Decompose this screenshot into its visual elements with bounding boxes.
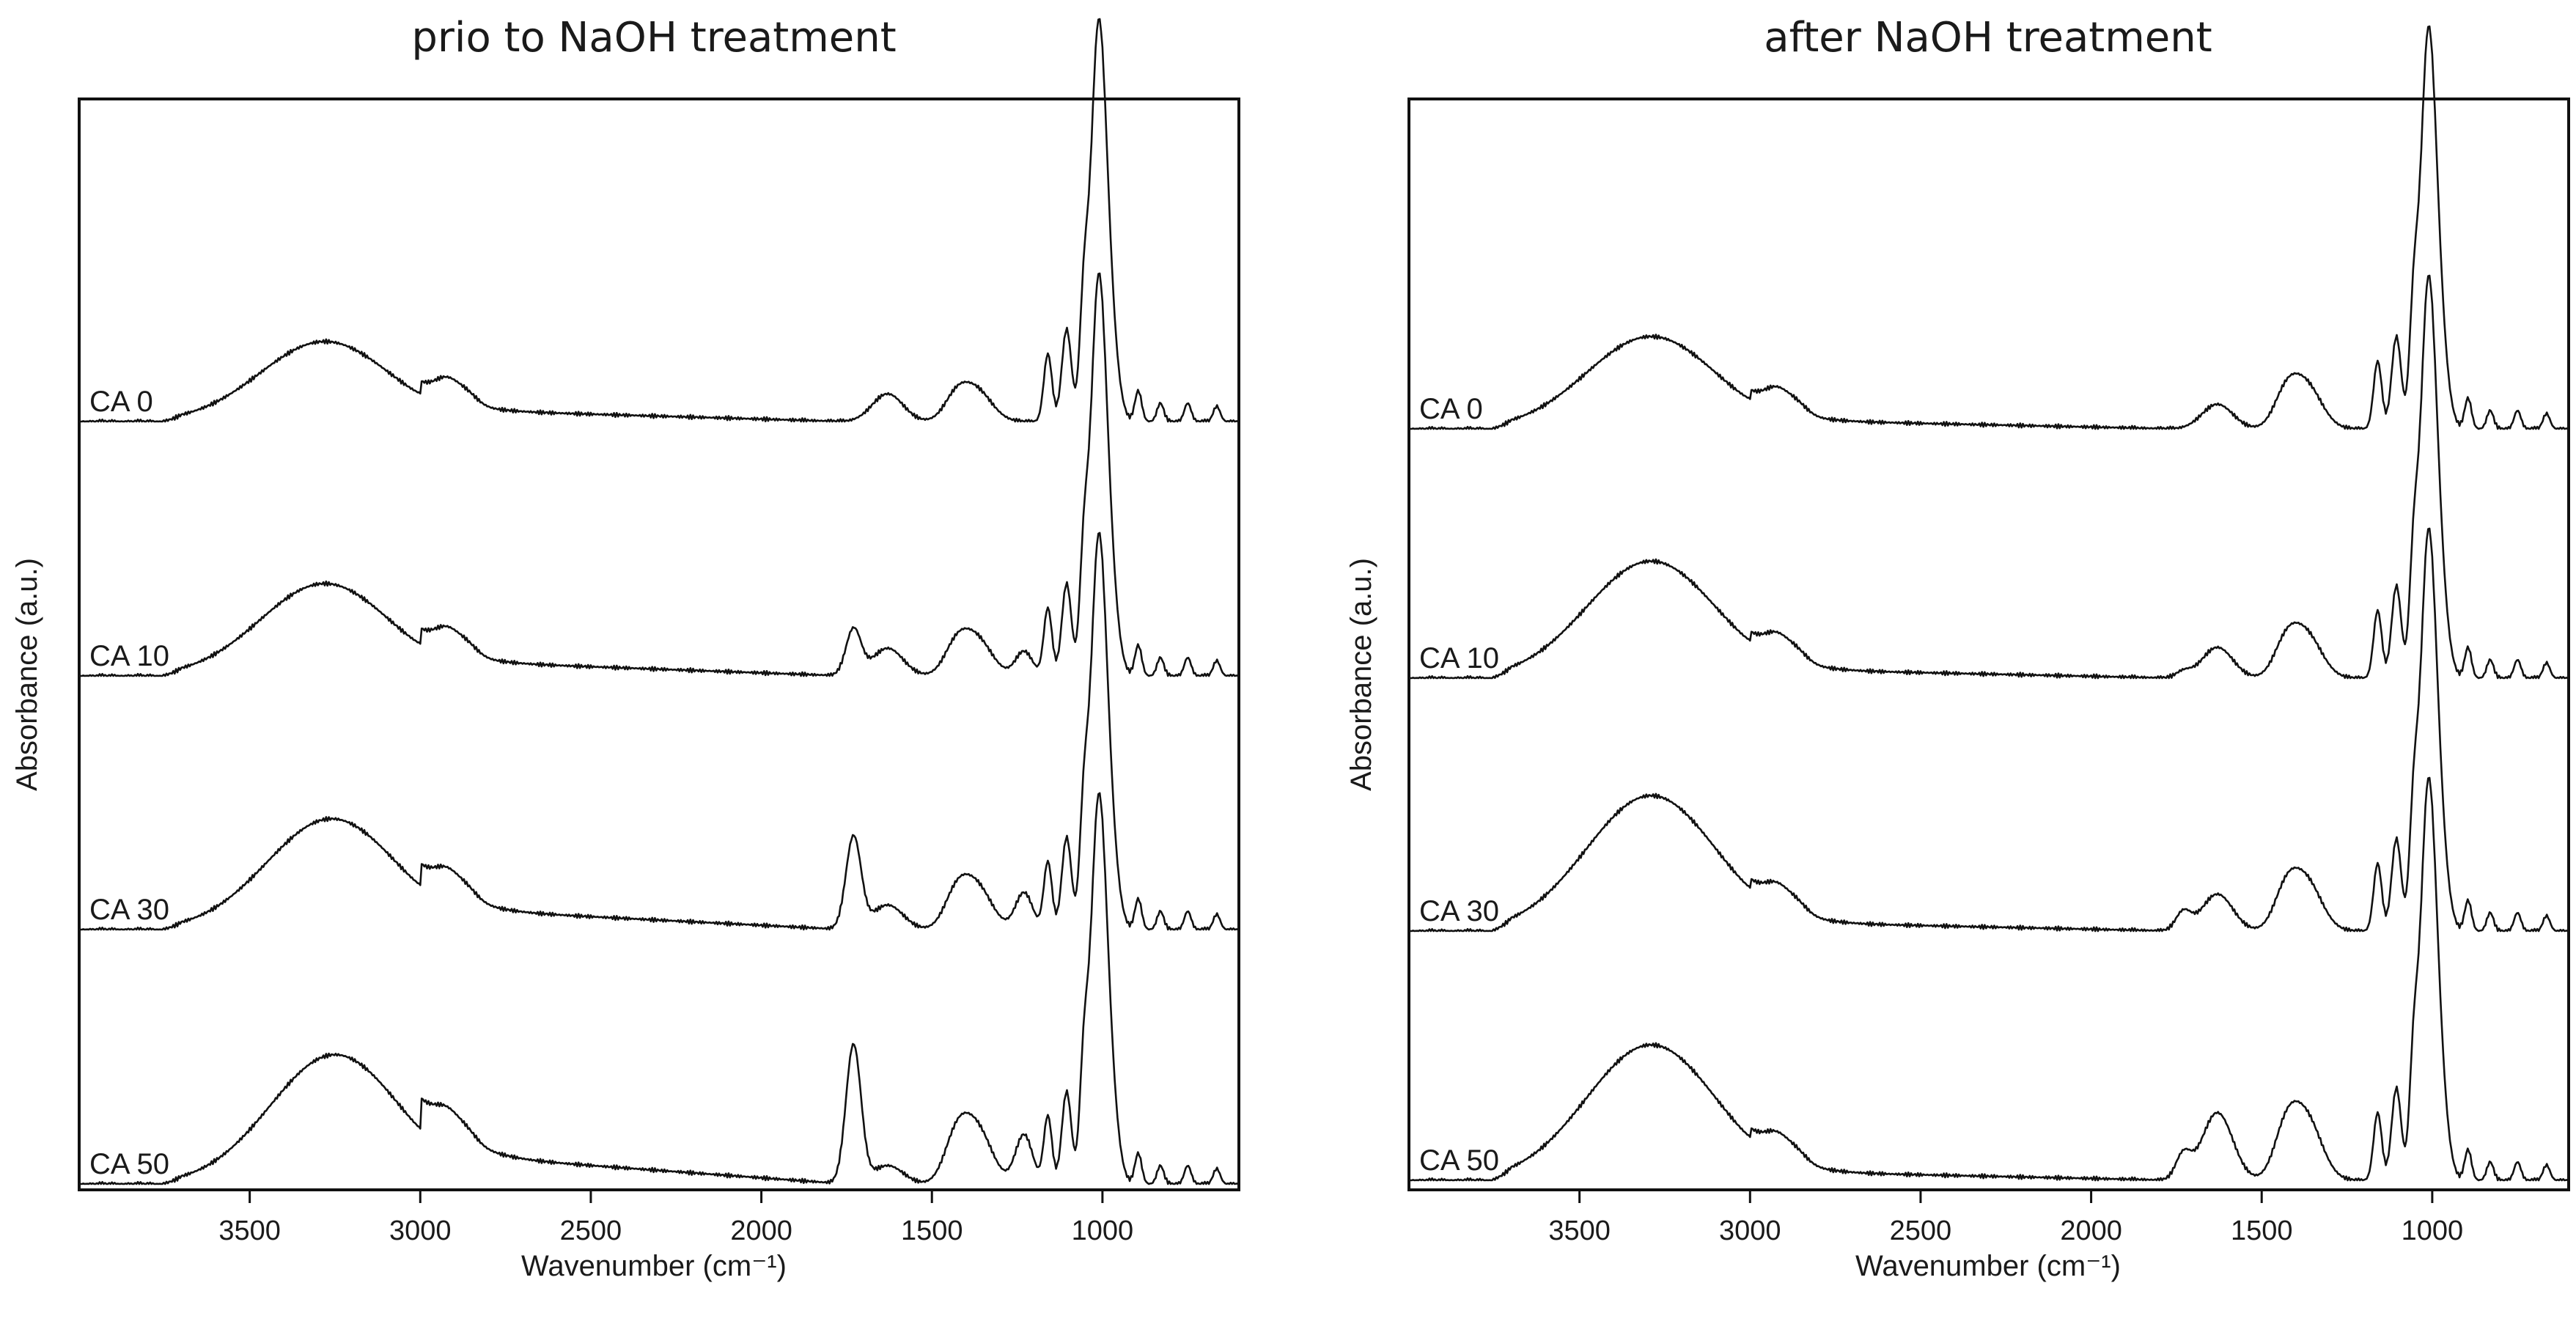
right-x-ticks: 3500 3000 2500 2000 1500 1000 (1548, 1190, 2463, 1246)
spectrum-line-ca-10 (78, 272, 1240, 677)
x-tick-label: 2500 (560, 1216, 622, 1246)
left-x-ticks: 3500 3000 2500 2000 1500 1000 (218, 1190, 1133, 1246)
x-tick-label: 1000 (1072, 1216, 1134, 1246)
x-tick-label: 3000 (1719, 1216, 1781, 1246)
spectrum-line-ca-50 (78, 792, 1240, 1185)
right-x-axis-label: Wavenumber (cm⁻¹) (1855, 1250, 2121, 1282)
x-tick-label: 3500 (218, 1216, 281, 1246)
left-y-axis-label: Absorbance (a.u.) (11, 558, 43, 791)
spectrum-line-ca-30 (1408, 527, 2569, 933)
x-tick-label: 3000 (389, 1216, 452, 1246)
right-traces: CA 0 CA 10 CA 30 CA 50 (1408, 25, 2569, 1182)
left-x-axis-label: Wavenumber (cm⁻¹) (521, 1250, 787, 1282)
series-label: CA 0 (1419, 393, 1483, 425)
x-tick-label: 1500 (901, 1216, 963, 1246)
spectrum-line-ca-10 (1408, 274, 2569, 680)
left-traces: CA 0 CA 10 CA 30 CA 50 (78, 18, 1240, 1185)
right-chart-title: after NaOH treatment (1764, 14, 2212, 62)
x-tick-label: 2500 (1890, 1216, 1952, 1246)
spectrum-line-ca-30 (78, 532, 1240, 931)
left-plot-frame (78, 98, 1240, 1191)
left-chart-panel: prio to NaOH treatment Absorbance (a.u.)… (11, 14, 1240, 1282)
series-label: CA 30 (1419, 895, 1499, 927)
series-label: CA 50 (1419, 1144, 1499, 1177)
x-tick-label: 1500 (2231, 1216, 2293, 1246)
x-tick-label: 2000 (730, 1216, 792, 1246)
spectrum-line-ca-0 (78, 18, 1240, 423)
spectrum-line-ca-0 (1408, 25, 2569, 430)
x-tick-label: 3500 (1548, 1216, 1611, 1246)
right-chart-panel: after NaOH treatment Absorbance (a.u.) 3… (1345, 14, 2570, 1282)
series-label: CA 10 (89, 640, 169, 672)
right-y-axis-label: Absorbance (a.u.) (1345, 558, 1377, 791)
series-label: CA 30 (89, 894, 169, 926)
left-chart-title: prio to NaOH treatment (411, 14, 896, 62)
x-tick-label: 2000 (2060, 1216, 2122, 1246)
series-label: CA 10 (1419, 642, 1499, 674)
right-plot-frame (1407, 98, 2570, 1191)
spectrum-line-ca-50 (1408, 776, 2569, 1182)
x-tick-label: 1000 (2402, 1216, 2464, 1246)
series-label: CA 0 (89, 386, 153, 418)
series-label: CA 50 (89, 1148, 169, 1180)
